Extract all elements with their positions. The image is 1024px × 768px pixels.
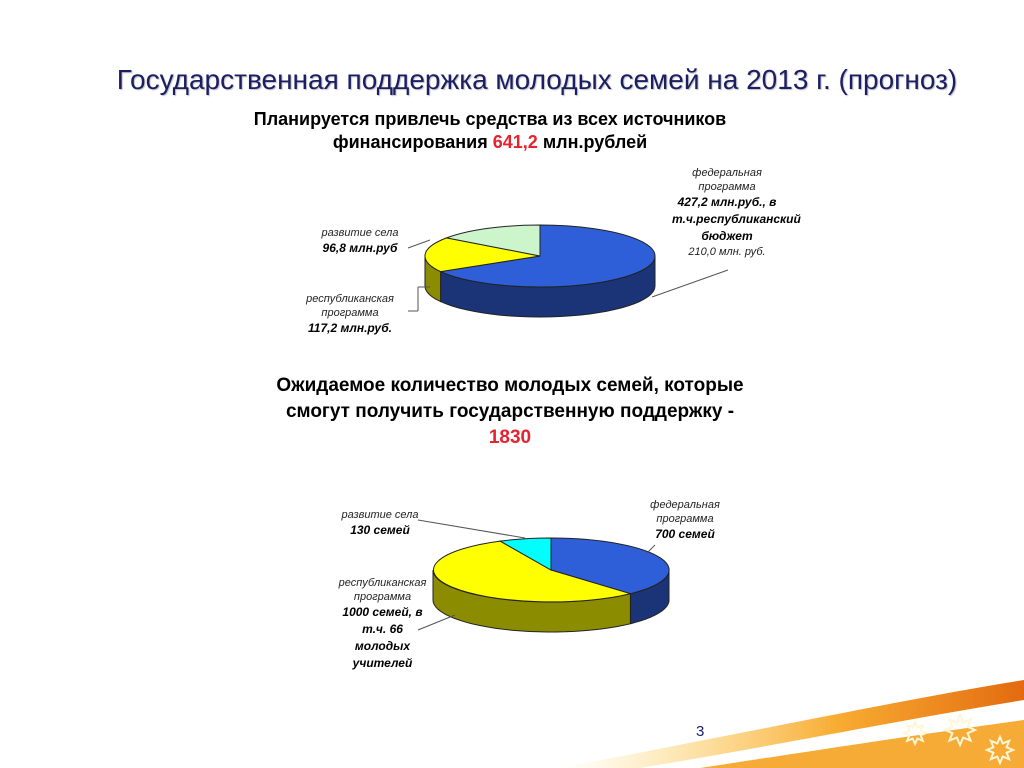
families-total: 1830 (488, 427, 532, 448)
subtitle-funding: Планируется привлечь средства из всех ис… (253, 109, 727, 152)
pie2-label-federal: федеральная программа 700 семей (650, 499, 720, 541)
slide-title: Государственная поддержка молодых семей … (116, 64, 958, 95)
page-number: 3 (696, 723, 705, 740)
pie1-label-village: развитие села 96,8 млн.руб (321, 227, 399, 255)
swoosh-fill (700, 720, 1024, 768)
leader-line-7 (417, 614, 456, 631)
leader-line-5 (417, 519, 526, 539)
funding-total: 641,2 (492, 132, 538, 152)
pie1-label-federal: федеральная программа 427,2 млн.руб., в … (672, 167, 801, 258)
decorative-swoosh (560, 680, 1024, 768)
pie2-label-republic: республиканская программа 1000 семей, в … (338, 577, 427, 670)
leader-line-0 (651, 269, 729, 298)
pie1-slice-0 (438, 224, 656, 288)
pie1-slice-2 (444, 224, 541, 257)
ornament-star-2 (984, 734, 1016, 766)
leader-line-1 (407, 239, 431, 249)
leader-lines (407, 239, 729, 631)
pie-chart-funding (424, 224, 656, 318)
subtitle-families: Ожидаемое количество молодых семей, кото… (276, 375, 744, 448)
swoosh-band (560, 680, 1024, 768)
leader-line-6 (644, 544, 656, 556)
pie2-slice-0 (550, 537, 670, 595)
pie2-slice-2 (498, 537, 552, 571)
pie-chart-families (432, 537, 670, 633)
pie1-label-republic: республиканская программа 117,2 млн.руб. (306, 293, 394, 335)
pie1-slice-1 (424, 237, 541, 273)
ornament-star-1 (942, 712, 978, 748)
pie2-label-village: развитие села 130 семей (341, 509, 419, 537)
ornament-star-0 (901, 719, 929, 747)
pie2-slice-1 (433, 540, 633, 603)
